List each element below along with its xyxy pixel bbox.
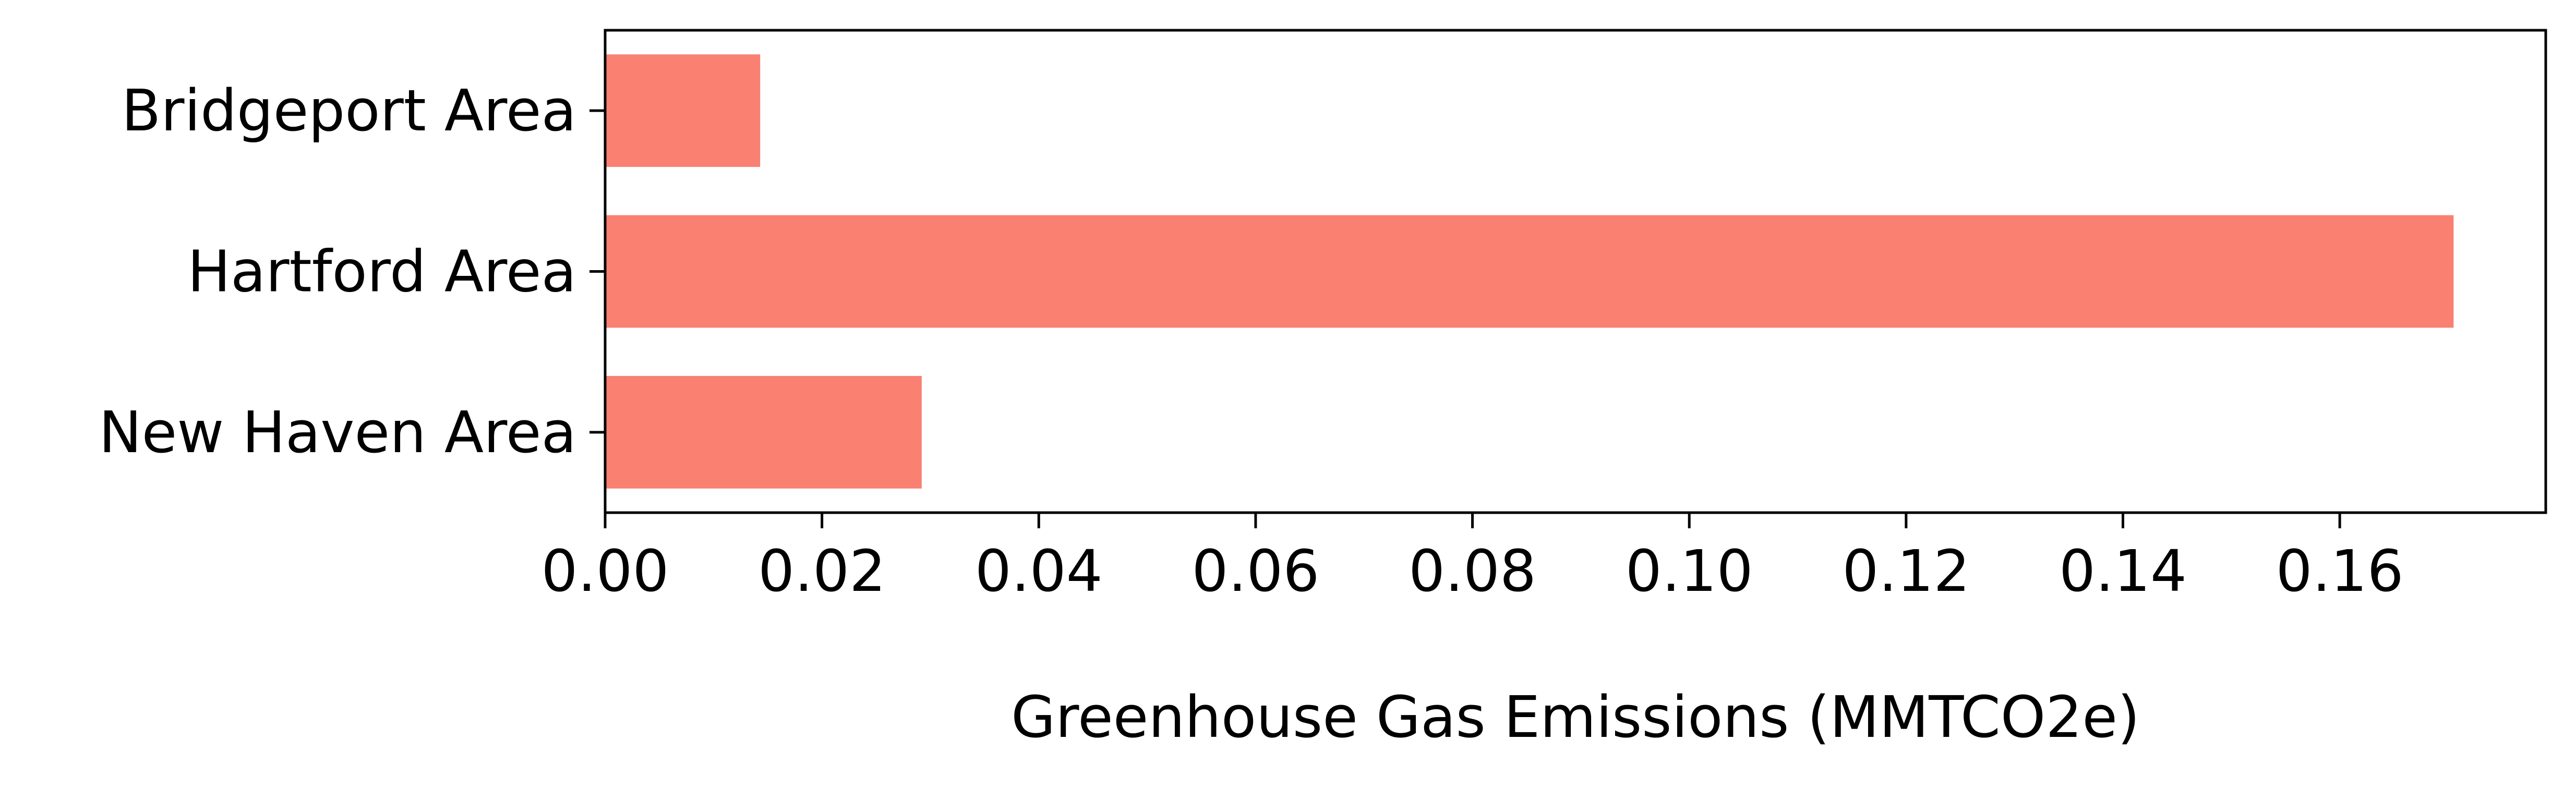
x-tick-label: 0.06 [1191, 538, 1319, 604]
x-tick-label: 0.04 [975, 538, 1103, 604]
bar-bridgeport-area [605, 54, 761, 167]
x-tick-label: 0.02 [758, 538, 886, 604]
x-tick-label: 0.14 [2059, 538, 2187, 604]
bar-new-haven-area [605, 375, 922, 489]
x-tick-label: 0.16 [2276, 538, 2404, 604]
x-tick-label: 0.10 [1626, 538, 1753, 604]
bar-hartford-area [605, 215, 2454, 328]
y-tick-label: Hartford Area [187, 238, 576, 305]
y-axis: Bridgeport Area Hartford Area New Haven Ar… [99, 77, 605, 466]
y-tick-label: New Haven Area [99, 399, 576, 466]
bars-group [605, 54, 2454, 489]
x-tick-label: 0.00 [541, 538, 669, 604]
x-tick-label: 0.08 [1409, 538, 1536, 604]
y-tick-label: Bridgeport Area [122, 77, 576, 144]
x-tick-label: 0.12 [1842, 538, 1970, 604]
x-axis-label: Greenhouse Gas Emissions (MMTCO2e) [1011, 684, 2140, 750]
x-axis: 0.00 0.02 0.04 0.06 0.08 0.10 0.12 0.14 0.16 [541, 513, 2404, 604]
